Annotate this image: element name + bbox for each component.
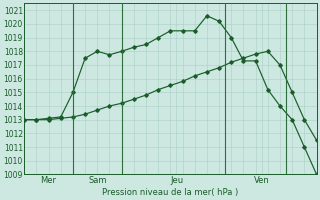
X-axis label: Pression niveau de la mer( hPa ): Pression niveau de la mer( hPa ): [102, 188, 238, 197]
